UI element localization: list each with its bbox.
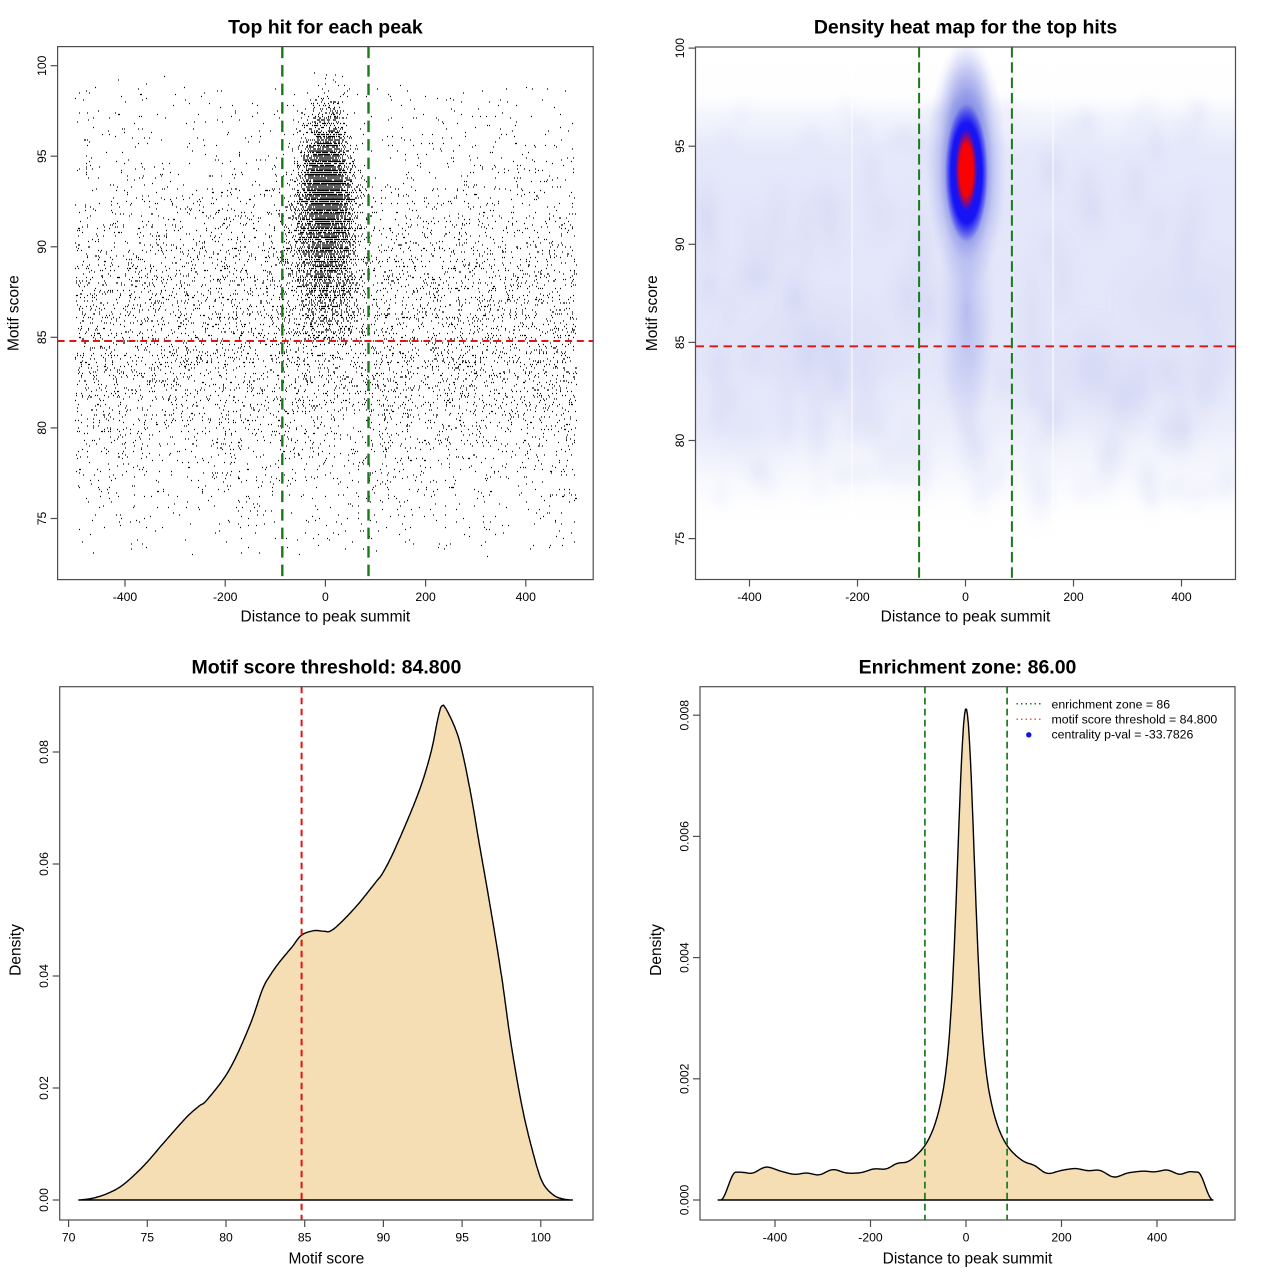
- svg-text:80: 80: [673, 434, 687, 448]
- svg-text:75: 75: [141, 1231, 155, 1245]
- svg-text:Distance to peak summit: Distance to peak summit: [883, 1251, 1053, 1268]
- svg-text:100: 100: [531, 1231, 552, 1245]
- svg-text:80: 80: [35, 421, 49, 435]
- svg-text:75: 75: [35, 512, 49, 526]
- svg-text:Density: Density: [8, 924, 25, 976]
- svg-text:0.08: 0.08: [37, 740, 51, 764]
- svg-text:400: 400: [516, 590, 537, 604]
- svg-text:0.002: 0.002: [678, 1063, 692, 1094]
- svg-text:0.00: 0.00: [37, 1188, 51, 1212]
- svg-text:90: 90: [377, 1231, 391, 1245]
- svg-text:Density heat map for the top h: Density heat map for the top hits: [814, 17, 1118, 39]
- svg-text:100: 100: [35, 55, 49, 76]
- svg-text:Top hit for each peak: Top hit for each peak: [228, 17, 423, 39]
- svg-text:0.000: 0.000: [678, 1185, 692, 1216]
- svg-text:-400: -400: [737, 590, 762, 604]
- svg-text:Distance to peak summit: Distance to peak summit: [241, 609, 411, 626]
- svg-text:0: 0: [322, 590, 329, 604]
- svg-text:enrichment zone = 86: enrichment zone = 86: [1052, 697, 1171, 711]
- svg-text:95: 95: [455, 1231, 469, 1245]
- svg-text:Distance to peak summit: Distance to peak summit: [881, 609, 1051, 626]
- svg-text:Motif score: Motif score: [6, 275, 23, 351]
- svg-text:Motif score: Motif score: [644, 275, 661, 351]
- svg-text:0.008: 0.008: [678, 700, 692, 731]
- svg-text:95: 95: [673, 139, 687, 153]
- svg-text:95: 95: [35, 149, 49, 163]
- svg-text:400: 400: [1171, 590, 1192, 604]
- svg-text:0.02: 0.02: [37, 1076, 51, 1100]
- svg-text:90: 90: [673, 237, 687, 251]
- svg-text:90: 90: [35, 240, 49, 254]
- svg-text:70: 70: [62, 1231, 76, 1245]
- svg-text:200: 200: [1051, 1231, 1072, 1245]
- svg-text:-200: -200: [845, 590, 870, 604]
- svg-text:-200: -200: [858, 1231, 883, 1245]
- svg-text:85: 85: [298, 1231, 312, 1245]
- svg-text:Motif score threshold: 84.800: Motif score threshold: 84.800: [191, 657, 461, 679]
- svg-text:80: 80: [219, 1231, 233, 1245]
- svg-text:0.004: 0.004: [678, 942, 692, 973]
- svg-text:Density: Density: [648, 924, 665, 976]
- svg-text:400: 400: [1147, 1231, 1168, 1245]
- svg-text:200: 200: [415, 590, 436, 604]
- svg-text:85: 85: [673, 335, 687, 349]
- svg-text:Motif score: Motif score: [288, 1251, 364, 1268]
- svg-text:-400: -400: [763, 1231, 788, 1245]
- svg-text:Enrichment zone: 86.00: Enrichment zone: 86.00: [859, 657, 1077, 679]
- svg-text:0.04: 0.04: [37, 964, 51, 988]
- svg-text:0.006: 0.006: [678, 821, 692, 852]
- svg-text:centrality p-val = -33.7826: centrality p-val = -33.7826: [1052, 728, 1194, 742]
- svg-text:0: 0: [963, 1231, 970, 1245]
- svg-text:0.06: 0.06: [37, 852, 51, 876]
- svg-text:85: 85: [35, 330, 49, 344]
- svg-text:-200: -200: [213, 590, 238, 604]
- svg-text:200: 200: [1063, 590, 1084, 604]
- svg-text:100: 100: [673, 38, 687, 59]
- svg-text:motif score threshold = 84.800: motif score threshold = 84.800: [1052, 712, 1218, 726]
- svg-text:0: 0: [962, 590, 969, 604]
- svg-text:-400: -400: [113, 590, 138, 604]
- svg-text:75: 75: [673, 532, 687, 546]
